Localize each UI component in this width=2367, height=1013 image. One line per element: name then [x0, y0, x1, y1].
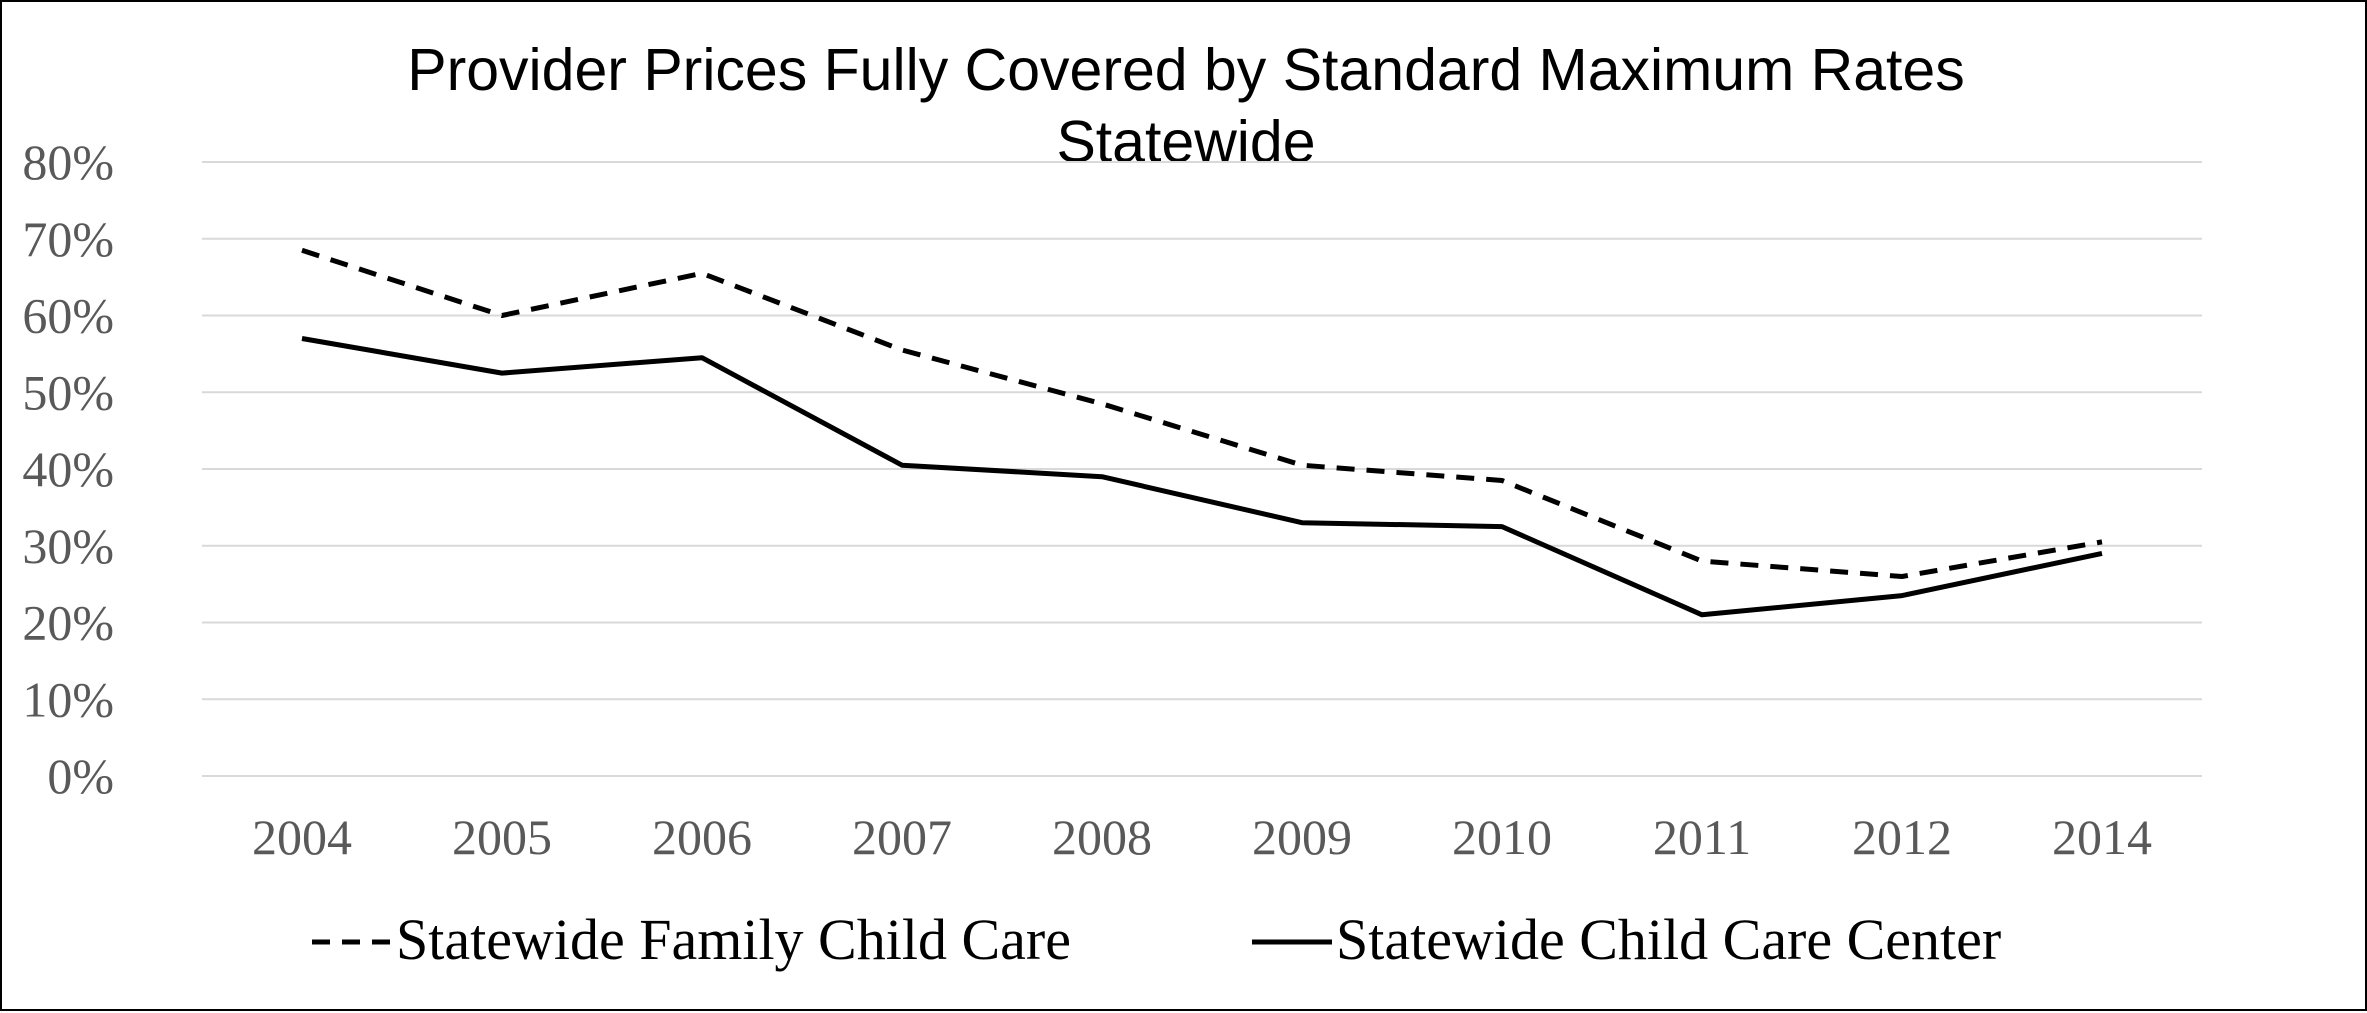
- series-line-child-care-center: [301, 336, 2103, 618]
- x-tick-label: 2010: [1452, 809, 1552, 865]
- y-tick-label: 80%: [22, 134, 114, 190]
- y-tick-label: 60%: [22, 288, 114, 344]
- series-lines: [301, 247, 2103, 618]
- x-tick-label: 2009: [1252, 809, 1352, 865]
- y-tick-label: 30%: [22, 518, 114, 574]
- legend: Statewide Family Child Care Statewide Chi…: [312, 907, 2001, 972]
- x-tick-label: 2004: [252, 809, 352, 865]
- x-tick-label: 2014: [2052, 809, 2152, 865]
- x-tick-label: 2007: [852, 809, 952, 865]
- x-tick-label: 2008: [1052, 809, 1152, 865]
- y-tick-label: 50%: [22, 364, 114, 420]
- gridlines: [202, 161, 2202, 777]
- y-tick-label: 20%: [22, 595, 114, 651]
- x-axis-ticks: 2004 2005 2006 2007 2008 2009 2010 2011 2012 2014: [252, 809, 2152, 865]
- legend-label: Statewide Family Child Care: [396, 907, 1071, 972]
- legend-label: Statewide Child Care Center: [1336, 907, 2001, 972]
- y-tick-label: 0%: [47, 748, 114, 804]
- y-tick-label: 10%: [22, 671, 114, 727]
- series-line-family-child-care: [301, 247, 2103, 579]
- x-tick-label: 2012: [1852, 809, 1952, 865]
- x-tick-label: 2006: [652, 809, 752, 865]
- y-tick-label: 70%: [22, 211, 114, 267]
- x-tick-label: 2005: [452, 809, 552, 865]
- chart-title: Provider Prices Fully Covered by Standar…: [407, 37, 1965, 103]
- chart-subtitle: Statewide: [1056, 109, 1315, 175]
- x-tick-label: 2011: [1653, 809, 1751, 865]
- y-axis-ticks: 0% 10% 20% 30% 40% 50% 60% 70% 80%: [22, 134, 114, 804]
- y-tick-label: 40%: [22, 441, 114, 497]
